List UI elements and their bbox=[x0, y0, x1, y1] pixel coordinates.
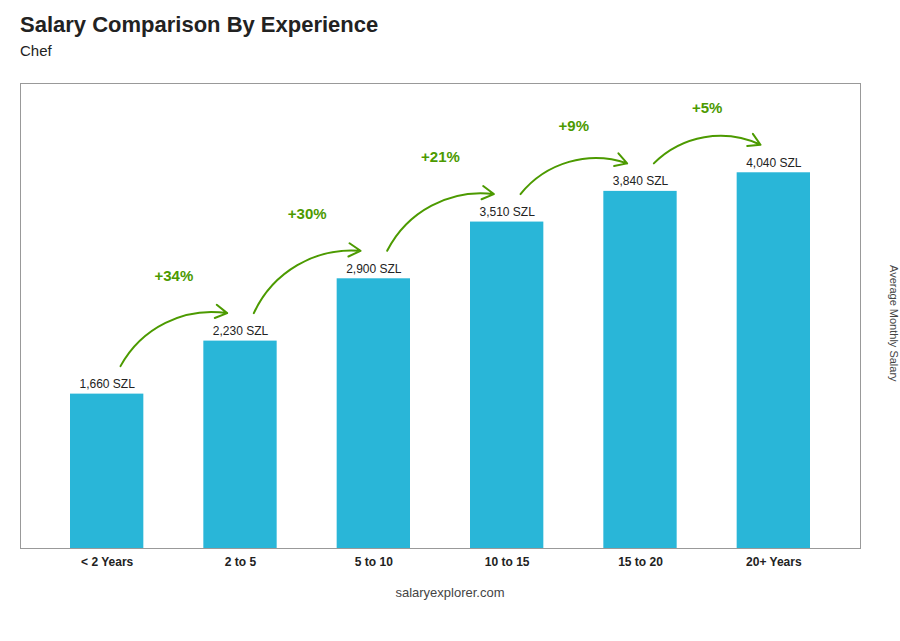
html-text:Average Monthly Salary: Average Monthly Salary bbox=[888, 264, 900, 382]
svg-text:1,660 SZL: 1,660 SZL bbox=[79, 377, 135, 391]
svg-text:+9%: +9% bbox=[559, 117, 589, 134]
svg-text:+21%: +21% bbox=[421, 148, 460, 165]
svg-text:< 2 Years: < 2 Years bbox=[81, 555, 133, 569]
svg-text:4,040 SZL: 4,040 SZL bbox=[746, 156, 802, 170]
svg-text:15 to 20: 15 to 20 bbox=[618, 555, 663, 569]
svg-text:+5%: +5% bbox=[692, 99, 722, 116]
svg-text:20+ Years: 20+ Years bbox=[746, 555, 802, 569]
svg-text:2,230 SZL: 2,230 SZL bbox=[213, 324, 269, 338]
svg-text:3,510 SZL: 3,510 SZL bbox=[479, 205, 535, 219]
svg-text:10 to 15: 10 to 15 bbox=[485, 555, 530, 569]
html-text:Chef: Chef bbox=[20, 42, 52, 59]
svg-text:5 to 10: 5 to 10 bbox=[355, 555, 393, 569]
html-text:Salary Comparison By Experienc: Salary Comparison By Experience bbox=[20, 12, 379, 37]
svg-text:+34%: +34% bbox=[154, 267, 193, 284]
svg-text:+30%: +30% bbox=[288, 205, 327, 222]
svg-text:2,900 SZL: 2,900 SZL bbox=[346, 262, 402, 276]
svg-text:2 to 5: 2 to 5 bbox=[225, 555, 257, 569]
svg-text:3,840 SZL: 3,840 SZL bbox=[613, 174, 669, 188]
html-text:salaryexplorer.com: salaryexplorer.com bbox=[395, 585, 505, 600]
